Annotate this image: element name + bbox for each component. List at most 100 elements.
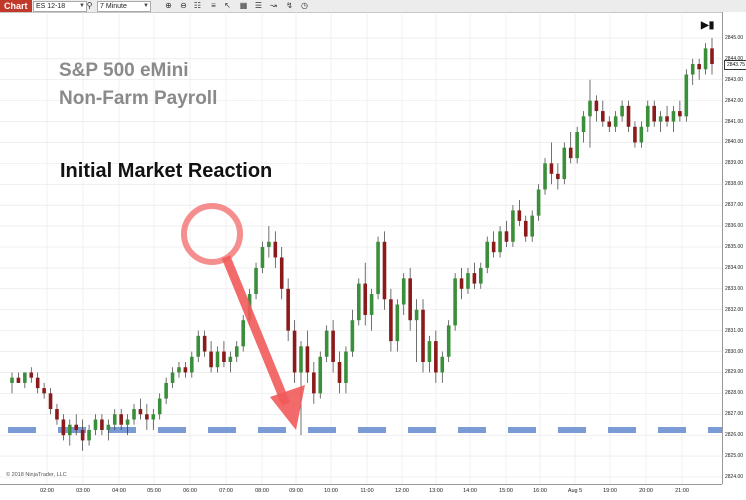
zoom-out-icon[interactable]: ⊖ [180,1,187,10]
candle-body [485,241,490,268]
candle-body [376,241,380,295]
pointer-icon[interactable]: ↖ [224,1,231,10]
candle-body [678,111,682,117]
candle-body [222,351,226,362]
instrument-selector[interactable]: ES 12-18 ▼ [33,1,87,12]
candle-body [177,367,181,373]
list-icon[interactable]: ≡ [211,1,216,10]
price-tick-label: 2834.00 [725,264,744,271]
annotation-arrow-head [270,385,305,430]
price-axis[interactable]: 2843.75 2824.00 2825.00 2826.00 2827.00 2828… [722,12,746,484]
candle-body [10,377,14,383]
data-box-icon[interactable]: ▦ [239,1,248,10]
candle-body [42,388,46,394]
interval-value: 7 Minute [100,3,127,10]
candle-body [671,111,676,122]
time-tick-label: Aug 5 [567,488,583,494]
candle-body [633,126,637,143]
chart-subtitle: Non-Farm Payroll [59,88,218,109]
candle-body [209,351,213,368]
candle-body [234,346,239,357]
candle-body [157,398,162,415]
candle-body [67,424,72,436]
candle-body [427,341,432,362]
properties-icon[interactable]: ☷ [193,1,202,10]
candle-body [324,330,329,357]
collapse-panel-icon[interactable]: ▶▮ [701,20,715,31]
candle-body [356,283,361,321]
candle-body [279,257,284,289]
price-tick-label: 2832.00 [725,306,744,313]
candle-body [48,393,53,410]
candle-body [112,414,117,425]
candle-body [273,241,278,258]
copyright-text: © 2018 NinjaTrader, LLC [6,472,67,478]
time-tick-label: 08:00 [255,488,269,494]
time-tick-label: 14:00 [463,488,477,494]
candle-body [453,278,457,326]
candle-body [254,267,258,295]
candle-body [613,116,618,127]
candle-body [530,215,534,237]
candle-body [260,247,265,268]
candle-body [523,220,528,237]
instrument-value: ES 12-18 [36,3,66,10]
candle-body [151,414,156,420]
candle-body [504,231,509,242]
time-axis[interactable]: 02:00 03:00 04:00 05:00 06:00 07:00 08:00 09:00… [0,484,722,500]
candle-body [690,64,695,75]
candle-body [536,189,541,216]
last-price-marker: 2843.75 [724,60,746,71]
candle-body [601,111,605,122]
candle-body [29,372,34,378]
candle-body [125,419,130,425]
candle-body [472,273,477,284]
time-tick-label: 16:00 [533,488,547,494]
candle-body [434,341,438,373]
candle-body [318,356,323,394]
interval-selector[interactable]: 7 Minute ▼ [97,1,151,12]
candle-body [106,424,111,430]
candle-body [312,372,316,394]
candle-body [132,409,136,420]
time-tick-label: 03:00 [76,488,90,494]
time-tick-label: 19:00 [603,488,617,494]
candle-body [575,132,579,159]
candle-body [620,105,624,117]
candle-body [170,372,175,383]
strategy-icon[interactable]: ☰ [254,1,263,10]
candle-body [556,173,560,180]
candle-body [401,278,406,305]
candle-body [440,356,445,373]
time-tick-label: 21:00 [675,488,689,494]
candle-body [350,320,355,352]
candle-body [286,288,290,331]
candle-body [710,48,714,65]
candle-body [658,116,663,122]
clock-icon[interactable]: ◷ [301,1,308,10]
candle-body [164,382,168,399]
candle-body [215,351,220,368]
price-chart[interactable] [0,12,722,484]
candle-body [697,64,701,70]
candle-body [202,335,207,352]
candle-body [344,351,348,383]
candle-body [665,116,669,122]
candle-body [87,429,91,441]
candle-body [421,309,425,362]
zoom-in-icon[interactable]: ⊕ [165,1,172,10]
trade-icon[interactable]: ↯ [286,1,293,10]
candle-body [588,100,592,117]
price-tick-label: 2827.00 [725,411,744,418]
chevron-down-icon: ▼ [79,3,85,9]
candle-body [16,377,21,383]
candle-body [363,283,368,315]
candle-body [562,147,567,180]
time-tick-label: 13:00 [429,488,443,494]
chart-tab[interactable]: Chart [0,0,32,12]
candle-body [652,105,657,122]
candle-body [511,210,515,242]
annotation-text: Initial Market Reaction [60,160,273,182]
drawing-tool-icon[interactable]: ↝ [270,1,277,10]
search-icon[interactable]: ⚲ [86,1,93,10]
